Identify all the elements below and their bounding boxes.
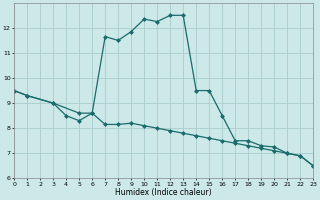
X-axis label: Humidex (Indice chaleur): Humidex (Indice chaleur) (116, 188, 212, 197)
